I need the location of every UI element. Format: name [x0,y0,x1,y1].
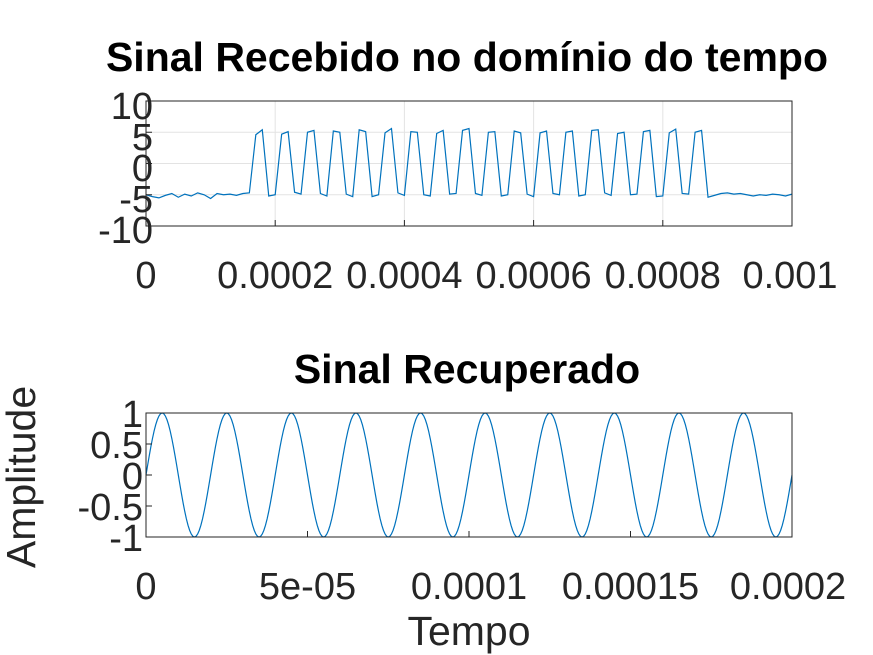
y-tick-label: 1 [122,394,143,436]
x-tick-label: 0.0008 [605,255,721,297]
x-tick-label: 5e-05 [259,566,356,608]
chart-title: Sinal Recebido no domínio do tempo [106,34,828,80]
x-tick-label: 0.0001 [411,566,527,608]
x-tick-label: 0.0006 [475,255,591,297]
x-tick-label: 0.0002 [217,255,333,297]
x-tick-label: 0 [135,566,156,608]
y-tick-label: 5 [132,117,153,159]
y-axis: 1 0.5 0 -0.5 -1 [78,394,152,560]
series-line [145,127,793,200]
y-tick-label: 0.5 [90,425,143,467]
x-axis-label: Tempo [407,608,530,654]
x-tick-label: 0.0002 [730,566,846,608]
y-axis-label: Amplitude [0,386,44,568]
x-tick-label: 0 [135,255,156,297]
x-tick-label: 0.00015 [562,566,699,608]
x-axis: 0 0.0002 0.0004 0.0006 0.0008 0.001 [135,220,838,297]
chart-recovered-signal: Sinal Recuperado 1 0.5 0 -0.5 -1 0 5e-05… [0,346,846,654]
chart-title: Sinal Recuperado [294,346,640,392]
chart-received-signal: Sinal Recebido no domínio do tempo 10 5 … [98,34,837,297]
y-tick-label: 0 [122,456,143,498]
y-tick-label: 0 [132,148,153,190]
y-tick-label: 10 [111,86,153,128]
y-tick-label: -10 [98,210,153,252]
y-tick-label: -5 [119,179,153,221]
y-tick-label: -1 [109,518,143,560]
x-tick-label: 0.0004 [346,255,462,297]
x-tick-label: 0.001 [742,255,837,297]
y-tick-label: -0.5 [78,487,143,529]
x-axis: 0 5e-05 0.0001 0.00015 0.0002 [135,531,846,608]
grid [146,101,792,226]
series-line [145,412,793,538]
y-axis: 10 5 0 -5 -10 [98,86,153,252]
